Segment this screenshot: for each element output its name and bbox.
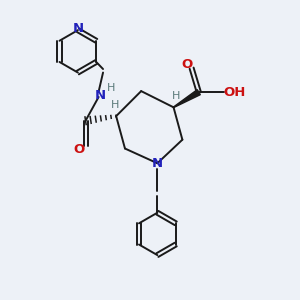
- Text: O: O: [74, 143, 85, 156]
- Text: N: N: [94, 89, 106, 102]
- Text: H: H: [110, 100, 119, 110]
- Polygon shape: [173, 90, 200, 108]
- Text: H: H: [172, 91, 181, 101]
- Text: N: N: [72, 22, 83, 35]
- Text: OH: OH: [223, 86, 245, 99]
- Text: N: N: [152, 157, 163, 170]
- Text: O: O: [182, 58, 193, 71]
- Text: H: H: [107, 82, 115, 93]
